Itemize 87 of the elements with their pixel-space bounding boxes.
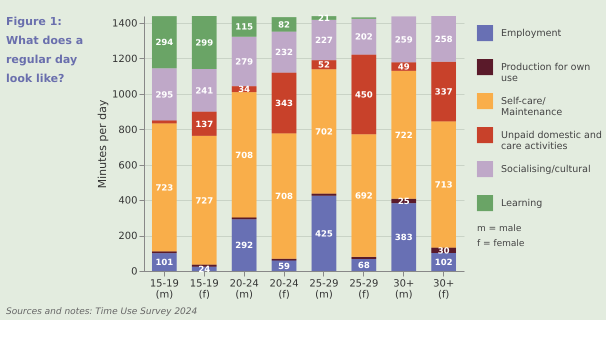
x-tick-label: 30+ (f) (433, 278, 454, 300)
bar (152, 68, 177, 120)
data-label: 343 (275, 99, 294, 110)
data-label: 258 (434, 34, 453, 45)
bar (232, 219, 257, 271)
data-label: 202 (354, 32, 373, 43)
bar (391, 70, 416, 199)
bar (152, 123, 177, 252)
source-note: Sources and notes: Time Use Survey 2024 (6, 307, 198, 317)
y-tick-label: 1400 (112, 18, 138, 30)
data-label: 137 (195, 120, 214, 130)
data-label: 101 (155, 258, 174, 268)
data-label: 82 (278, 20, 290, 30)
bar (351, 18, 376, 55)
data-label: 59 (278, 262, 290, 272)
bar (391, 203, 416, 271)
x-tick-label: 15-19 (m) (150, 278, 179, 300)
data-label: 722 (394, 130, 413, 141)
bar (272, 133, 296, 259)
bar (272, 72, 296, 134)
x-tick-label: 20-24 (f) (270, 278, 299, 300)
data-label: 279 (235, 57, 254, 68)
data-label: 294 (155, 38, 174, 48)
y-tick-label: 600 (118, 160, 138, 172)
data-label: 425 (315, 229, 333, 240)
data-label: 24 (198, 264, 210, 275)
data-label: 713 (434, 180, 453, 190)
legend-label: Learning (501, 198, 542, 209)
data-label: 708 (275, 192, 294, 202)
x-tick-label: 25-29 (m) (309, 278, 338, 300)
text: f = female (477, 239, 525, 249)
bar (431, 16, 456, 62)
data-label: 383 (394, 233, 413, 244)
x-tick-label: 15-19 (f) (190, 278, 219, 300)
legend-label: Unpaid domestic and care activities (501, 130, 602, 152)
bar (192, 16, 217, 69)
data-label: 723 (155, 183, 174, 194)
y-axis-title: Minutes per day (96, 99, 110, 188)
y-tick-label: 200 (118, 231, 138, 242)
y-tick-label: 1200 (112, 54, 138, 65)
bar (312, 20, 336, 60)
bar (391, 16, 416, 62)
data-label: 115 (235, 22, 254, 33)
data-label: 68 (358, 260, 370, 271)
data-label: 692 (354, 192, 373, 202)
bar (431, 121, 456, 248)
data-label: 102 (434, 258, 453, 268)
legend-label: Self-care/ Maintenance (501, 96, 562, 118)
y-tick-label: 800 (118, 124, 138, 136)
y-tick-label: 400 (118, 196, 138, 207)
data-label: 702 (315, 127, 333, 138)
data-label: 259 (394, 35, 413, 46)
bar (232, 36, 257, 86)
legend-label: Employment (501, 28, 562, 39)
bar (152, 16, 177, 68)
y-tick-label: 0 (131, 266, 138, 278)
bar (272, 32, 296, 73)
bar (312, 69, 336, 194)
x-tick-label: 30+ (m) (393, 278, 414, 300)
bar (431, 62, 456, 122)
data-label: 708 (235, 150, 254, 161)
x-tick-label: 25-29 (f) (349, 278, 378, 300)
y-tick-label: 1000 (112, 89, 138, 100)
bar (192, 68, 217, 112)
text: Figure 1: What does a regular day look like? (6, 15, 84, 85)
bar (232, 92, 257, 218)
data-label: 232 (275, 48, 294, 58)
legend-label: Socialising/cultural (501, 164, 591, 175)
bar (351, 54, 376, 134)
bar (312, 196, 336, 271)
data-label: 241 (195, 86, 214, 96)
data-label: 450 (354, 90, 373, 100)
legend-label: Production for own use (501, 62, 590, 84)
data-label: 337 (434, 88, 453, 98)
data-label: 227 (315, 36, 333, 46)
data-label: 49 (398, 62, 410, 73)
bar (152, 120, 177, 124)
data-label: 295 (155, 90, 174, 100)
data-label: 299 (195, 38, 214, 48)
text: m = male (477, 224, 522, 234)
bar (351, 134, 376, 257)
data-label: 292 (235, 241, 254, 252)
x-tick-label: 20-24 (m) (230, 278, 259, 300)
data-label: 34 (238, 85, 250, 96)
data-label: 727 (195, 196, 214, 206)
data-label: 52 (318, 60, 330, 71)
bar (192, 136, 217, 265)
